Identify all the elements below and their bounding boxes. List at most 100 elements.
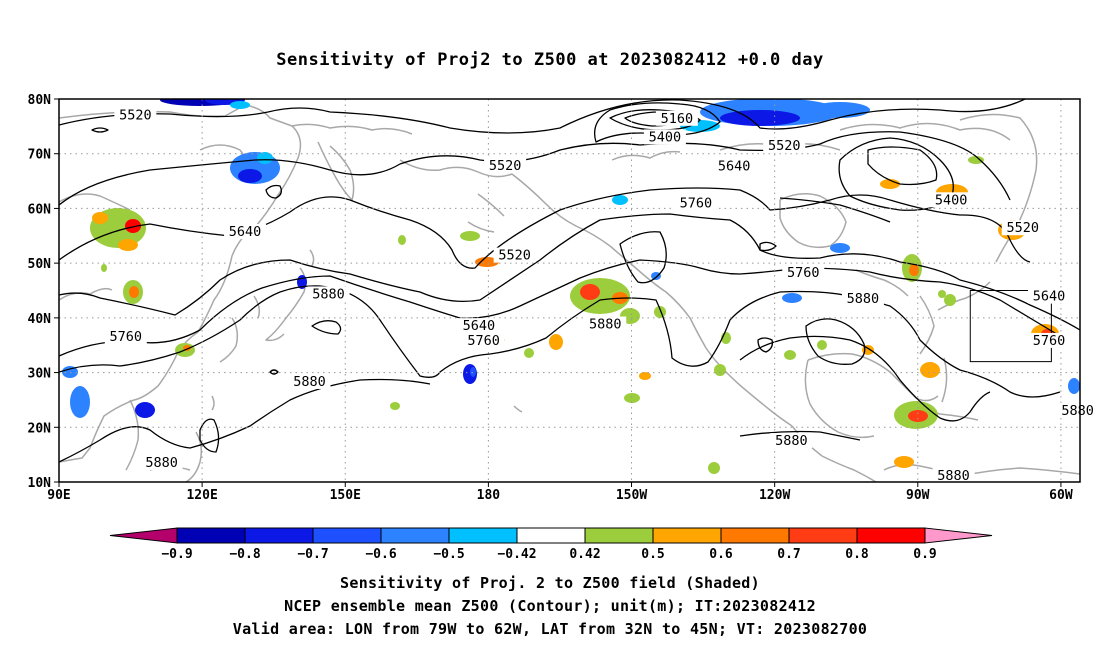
sensitivity-patch — [549, 334, 563, 350]
colorbar-swatch — [448, 527, 518, 544]
sensitivity-patch — [708, 462, 720, 474]
sensitivity-patch — [880, 179, 900, 189]
colorbar-swatch — [176, 527, 246, 544]
sensitivity-patch — [894, 456, 914, 468]
sensitivity-patch — [938, 290, 946, 298]
contour-label-bg — [462, 332, 505, 348]
chart-title: Sensitivity of Proj2 to Z500 at 20230824… — [276, 50, 824, 70]
sensitivity-patch — [580, 284, 600, 300]
contour-label-bg — [1001, 220, 1044, 236]
colorbar-swatch — [380, 527, 450, 544]
footer-line-contour: NCEP ensemble mean Z500 (Contour); unit(… — [284, 597, 816, 615]
colorbar-tick-label: −0.42 — [497, 547, 536, 562]
contour-label-bg — [493, 247, 536, 263]
contour-label-bg — [782, 265, 825, 281]
colorbar-tick-label: 0.5 — [641, 547, 664, 562]
colorbar-swatch — [584, 527, 654, 544]
colorbar-tick-label: −0.8 — [229, 547, 260, 562]
contour-label: 5760 — [787, 265, 820, 281]
contour-label-bg — [1027, 332, 1070, 348]
contour-label-bg — [140, 454, 183, 470]
sensitivity-patch — [810, 102, 870, 118]
lon-label: 90E — [47, 488, 70, 503]
contour-label: 5880 — [775, 433, 808, 449]
footer-line-valid-area: Valid area: LON from 79W to 62W, LAT fro… — [232, 620, 868, 638]
lat-label: 80N — [28, 93, 52, 108]
lat-label: 70N — [28, 148, 52, 163]
contour-label: 5880 — [847, 291, 880, 307]
sensitivity-patch — [782, 293, 802, 303]
sensitivity-patch — [968, 156, 984, 164]
sensitivity-patch — [257, 152, 273, 164]
contour-label-bg — [457, 318, 500, 334]
colorbar-tick-label: 0.8 — [845, 547, 869, 562]
colorbar-tick-label: 0.6 — [709, 547, 733, 562]
colorbar-swatch — [516, 527, 586, 544]
contour-label: 5520 — [498, 248, 531, 264]
colorbar-tick-label: −0.5 — [433, 547, 464, 562]
contour-label: 5640 — [718, 158, 751, 174]
contour-label: 5880 — [312, 286, 345, 302]
contour-label-bg — [930, 192, 973, 208]
sensitivity-patch — [238, 169, 262, 183]
contour-label: 5760 — [680, 196, 713, 212]
sensitivity-patch — [524, 348, 534, 358]
lon-label: 90W — [906, 488, 930, 503]
sensitivity-patch — [784, 350, 796, 360]
sensitivity-patch — [230, 101, 250, 109]
contour-label-bg — [307, 286, 350, 302]
colorbar-tick-label: 0.9 — [913, 547, 936, 562]
contour-label-bg — [713, 158, 756, 174]
sensitivity-patch — [1068, 378, 1080, 394]
map-frame — [58, 98, 1081, 483]
contour-label: 5880 — [1061, 403, 1094, 419]
sensitivity-patch — [909, 264, 919, 276]
sensitivity-patch — [639, 372, 651, 380]
graticule — [59, 99, 1080, 482]
lon-label: 120W — [759, 488, 790, 503]
contour-label: 5640 — [1033, 289, 1066, 305]
lat-label: 20N — [28, 421, 52, 436]
colorbar-high-arrow — [924, 527, 993, 544]
lon-label: 120E — [186, 488, 217, 503]
sensitivity-patch — [720, 110, 800, 126]
sensitivity-patch — [920, 362, 940, 378]
sensitivity-patch — [92, 212, 108, 224]
lon-label: 60W — [1049, 488, 1073, 503]
contour-label: 5640 — [229, 224, 262, 240]
contour-label-bg — [655, 110, 698, 126]
contour-label: 5880 — [145, 455, 178, 471]
contour-label-bg — [674, 195, 717, 211]
lat-label: 50N — [28, 257, 52, 272]
sensitivity-patch — [944, 294, 956, 306]
contour-label: 5880 — [937, 468, 970, 484]
colorbar-swatch — [652, 527, 722, 544]
sensitivity-patch — [714, 364, 726, 376]
colorbar: −0.9 −0.8 −0.7 −0.6 −0.5 −0.42 0.42 0.5 0.6 0.7 0.… — [109, 527, 993, 562]
sensitivity-patch — [651, 272, 661, 280]
colorbar-tick-label: −0.7 — [297, 547, 328, 562]
contour-label-bg — [484, 157, 527, 173]
sensitivity-patch — [612, 195, 628, 205]
sensitivity-patch — [475, 257, 499, 267]
footer-line-shaded: Sensitivity of Proj. 2 to Z500 field (Sh… — [340, 574, 760, 592]
contour-label-bg — [584, 316, 627, 332]
contour-label: 5520 — [489, 158, 522, 174]
contour-label-bg — [114, 107, 157, 123]
sensitivity-patch — [129, 286, 139, 298]
contour-label: 5760 — [1033, 333, 1066, 349]
lat-label: 10N — [28, 476, 52, 491]
contour-label-bg — [1056, 402, 1099, 418]
lon-label: 180 — [477, 488, 501, 503]
contour-label: 5520 — [1006, 220, 1039, 236]
sensitivity-patch — [390, 402, 400, 410]
colorbar-tick-label: −0.9 — [161, 547, 192, 562]
sensitivity-patch — [62, 366, 78, 378]
lon-label: 150E — [330, 488, 361, 503]
colorbar-swatch — [244, 527, 314, 544]
contour-label-bg — [763, 138, 806, 154]
contour-label: 5640 — [463, 318, 496, 334]
sensitivity-patch — [135, 402, 155, 418]
